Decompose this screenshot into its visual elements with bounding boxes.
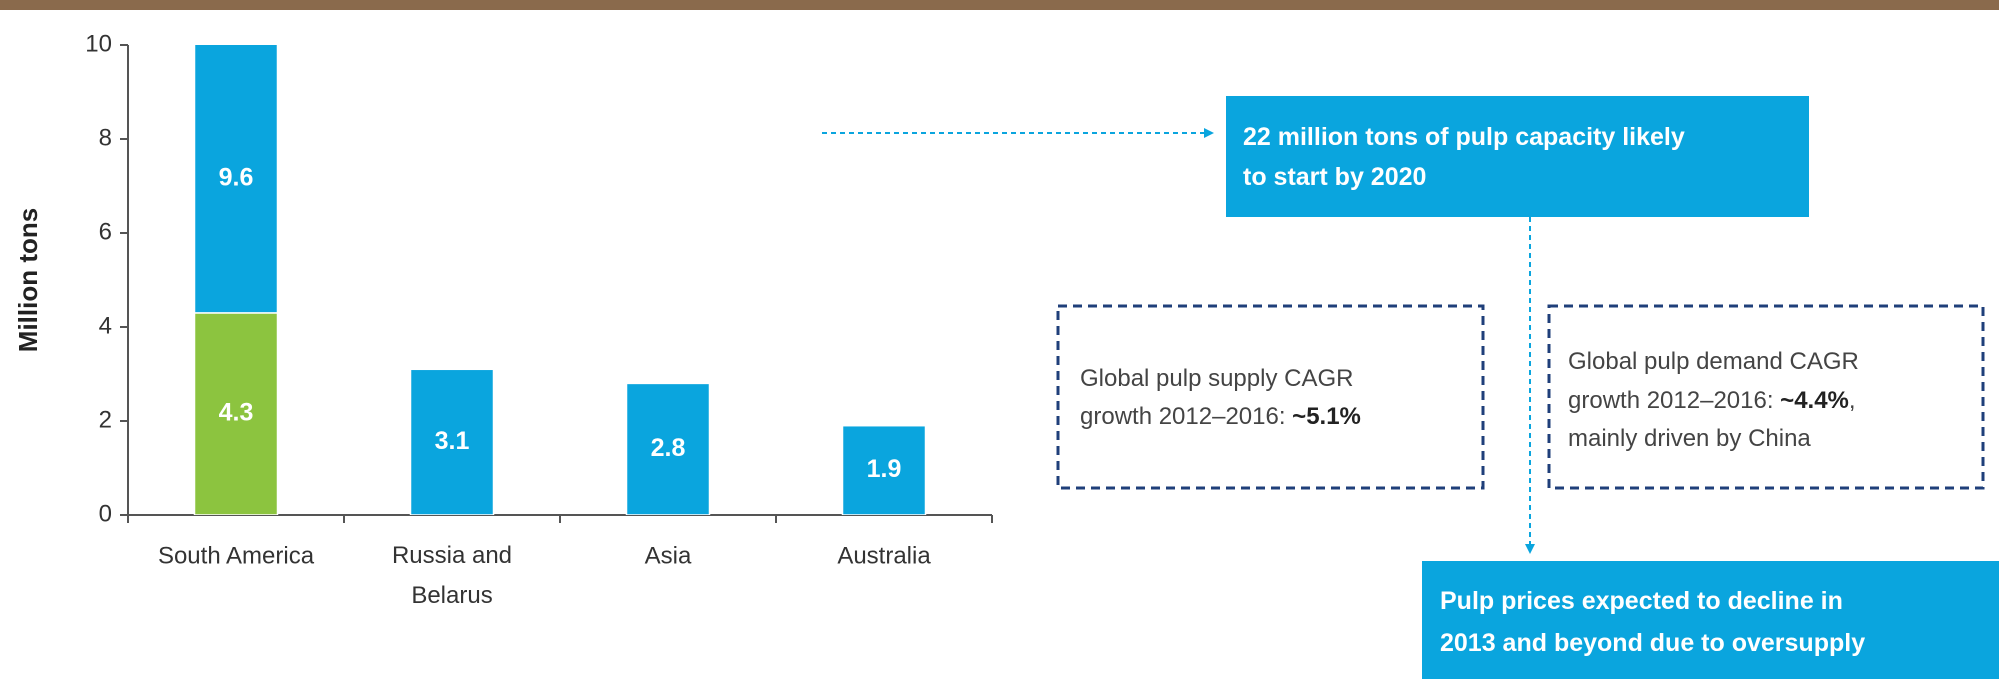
bar-segment	[195, 0, 278, 313]
dashed-box	[1058, 306, 1483, 488]
annotation-text: to start by 2020	[1243, 163, 1426, 191]
annotation-text: Global pulp demand CAGR	[1568, 348, 1859, 375]
value-label: 9.6	[219, 164, 254, 192]
x-tick-label-line: Belarus	[411, 582, 492, 609]
annotation: growth 2012–2016: ~4.4%,	[1568, 387, 1856, 414]
value-label: 3.1	[435, 427, 470, 455]
annotation: Global pulp supply CAGR	[1080, 365, 1353, 392]
callout-box	[1226, 96, 1809, 217]
x-tick-label-line: Russia and	[392, 542, 512, 569]
x-tick-label: Russia and Belarus	[392, 542, 512, 609]
y-tick-label: 6	[99, 218, 112, 245]
annotation: 2013 and beyond due to oversupply	[1440, 629, 1865, 657]
annotation: growth 2012–2016: ~5.1%	[1080, 403, 1361, 430]
y-tick-label: 8	[99, 124, 112, 151]
annotation: 22 million tons of pulp capacity likely	[1243, 123, 1685, 151]
annotation-text: mainly driven by China	[1568, 425, 1811, 452]
y-tick-label: 2	[99, 406, 112, 433]
y-axis-title: Million tons	[13, 208, 43, 352]
annotation-text: 22 million tons of pulp capacity likely	[1243, 123, 1685, 151]
x-tick-label: South America	[158, 542, 315, 569]
y-tick-label: 4	[99, 312, 112, 339]
annotation-text: growth 2012–2016:	[1568, 387, 1780, 414]
annotation-emphasis: ~4.4%	[1780, 387, 1849, 414]
annotation-text: ,	[1849, 387, 1856, 414]
annotation-emphasis: ~5.1%	[1292, 403, 1361, 430]
annotation-text: 2013 and beyond due to oversupply	[1440, 629, 1865, 657]
value-label: 1.9	[867, 455, 902, 483]
chart: Million tons 0 2 4 6 8 10 South America 4.3 9.6 R…	[0, 0, 1999, 679]
value-label: 4.3	[219, 399, 254, 427]
annotation-text: growth 2012–2016:	[1080, 403, 1292, 430]
annotation: mainly driven by China	[1568, 425, 1811, 452]
value-label: 2.8	[651, 434, 686, 462]
annotation-text: Global pulp supply CAGR	[1080, 365, 1353, 392]
plot: 0 2 4 6 8 10 South America 4.3 9.6 Russia and Bela…	[85, 0, 992, 609]
photo-strip	[0, 0, 1999, 10]
callout-box	[1422, 561, 1999, 679]
x-tick-label: Australia	[837, 542, 931, 569]
bars	[195, 0, 926, 515]
annotation: Global pulp demand CAGR	[1568, 348, 1859, 375]
annotation-text: Pulp prices expected to decline in	[1440, 587, 1843, 615]
y-tick-label: 10	[85, 30, 112, 57]
x-tick-label: Asia	[645, 542, 692, 569]
y-tick-label: 0	[99, 500, 112, 527]
annotation: Pulp prices expected to decline in	[1440, 587, 1843, 615]
annotation: to start by 2020	[1243, 163, 1426, 191]
